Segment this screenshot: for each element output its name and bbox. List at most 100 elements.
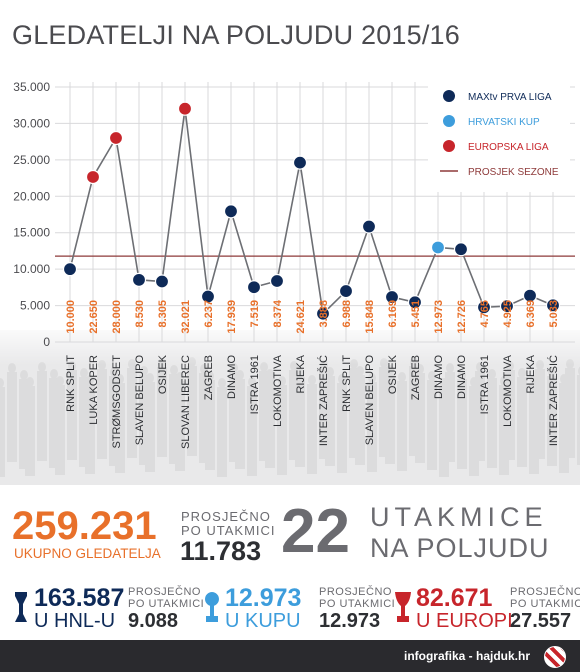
value-label: 7.519 [249,300,261,328]
competition-average-value: 12.973 [319,610,381,632]
x-axis-label-group: SLAVEN BELUPO 15.848 [364,300,376,445]
team-label: INTER ZAPREŠIĆ [317,355,330,446]
x-axis-label-group: RNK SPLIT 6.988 [341,300,353,412]
legend-dot-swatch [443,140,455,152]
value-label: 32.021 [180,300,192,334]
data-point [545,298,561,313]
x-axis-label-group: OSIJEK 6.169 [387,300,399,394]
x-axis-label-group: ZAGREB 6.237 [203,300,215,400]
y-tick-label: 25.000 [13,153,50,167]
data-points [62,101,561,321]
value-label: 8.530 [134,300,146,328]
value-label: 4.765 [479,300,491,328]
x-axis-label-group: RIJEKA 24.621 [295,300,307,394]
data-point [85,169,101,185]
competition-average-value: 9.088 [128,610,179,632]
x-axis-label-group: INTER ZAPREŠIĆ 3.888 [317,300,330,446]
team-label: ISTRA 1961 [249,355,261,414]
team-label: RNK SPLIT [65,355,77,412]
page-title: GLEDATELJI NA POLJUDU 2015/16 [12,20,460,50]
data-point [177,101,193,116]
footer: infografika - hajduk.hr [0,640,580,672]
team-label: STRØMSGODSET [111,355,123,449]
data-point [361,219,377,234]
data-point [131,272,147,287]
x-axis-label-group: SLOVAN LIBEREC 32.021 [180,300,192,449]
crowd-silhouette [0,320,580,485]
total-attendance-value: 259.231 [12,504,157,548]
team-label: RIJEKA [295,354,307,393]
value-label: 24.621 [295,300,307,334]
overall-average-label-1: PROSJEČNO [181,509,271,524]
y-axis: 35.000 30.000 25.000 20.000 15.000 10.000 5.00… [13,80,50,349]
x-axis-label-group: LUKA KOPER 22.650 [88,300,100,425]
y-tick-label: 5.000 [20,299,50,313]
competition-block: 82.671 U EUROPI PROSJEČNO PO UTAKMICI 27.557 [394,584,580,634]
legend-label: HRVATSKI KUP [468,117,540,128]
total-attendance-label: UKUPNO GLEDATELJA [14,546,161,561]
x-axis-label-group: SLAVEN BELUPO 8.530 [134,300,146,445]
data-point [246,280,262,295]
value-label: 6.169 [387,300,399,328]
value-label: 6.369 [525,300,537,328]
team-label: ZAGREB [410,355,422,400]
team-label: INTER ZAPREŠIĆ [547,355,560,446]
value-label: 6.988 [341,300,353,328]
team-label: ISTRA 1961 [479,355,491,414]
value-label: 5.033 [548,300,560,328]
data-point [499,299,515,314]
value-label: 17.939 [226,300,238,334]
competition-average-label-2: PO UTAKMICI [128,598,205,610]
value-label: 10.000 [65,300,77,334]
data-point [338,283,354,299]
competition-label: U HNL-U [34,610,116,632]
value-label: 8.374 [272,299,284,327]
competition-total: 12.973 [225,584,302,612]
data-point [315,306,331,321]
x-axis-label-group: RIJEKA 6.369 [525,300,537,394]
value-label: 12.973 [433,300,445,334]
legend-dot-swatch [443,90,455,102]
x-axis-label-group: DINAMO 12.726 [456,300,468,399]
team-label: OSIJEK [387,354,399,394]
team-label: LOKOMOTIVA [502,354,514,427]
competition-total: 163.587 [34,584,125,612]
team-label: ZAGREB [203,355,215,400]
competition-average-label-1: PROSJEČNO [128,586,201,598]
data-point [453,242,469,257]
legend-label: PROSJEK SEZONE [468,167,559,178]
legend-label: MAXtv PRVA LIGA [468,92,552,103]
x-axis-label-group: OSIJEK 8.305 [157,300,169,394]
team-label: SLAVEN BELUPO [364,355,376,446]
data-point [62,262,78,277]
data-point [200,289,216,304]
legend-label: EUROPSKA LIGA [468,142,549,153]
value-label: 4.925 [502,300,514,328]
data-point [269,273,285,289]
data-point [407,295,423,310]
x-axis-label-group: DINAMO 12.973 [433,300,445,399]
attendance-series-line [69,108,554,316]
value-label: 6.237 [203,300,215,328]
x-axis-label-group: INTER ZAPREŠIĆ 5.033 [547,300,560,446]
competition-block: 12.973 U KUPU PROSJEČNO PO UTAKMICI 12.973 [203,584,395,634]
team-label: LUKA KOPER [88,355,100,425]
competition-block: 163.587 U HNL-U PROSJEČNO PO UTAKMICI 9.088 [12,584,204,634]
team-label: OSIJEK [157,354,169,394]
competition-average-label-2: PO UTAKMICI [319,598,396,610]
y-tick-label: 10.000 [13,262,50,276]
competition-label: U EUROPI [416,610,513,632]
team-label: SLOVAN LIBEREC [180,355,192,449]
competition-average-label-2: PO UTAKMICI [510,598,580,610]
data-point [522,288,538,303]
y-tick-label: 20.000 [13,189,50,203]
value-label: 15.848 [364,300,376,334]
data-point [384,289,400,305]
value-label: 12.726 [456,300,468,334]
overall-average-label-2: PO UTAKMICI [181,523,276,538]
hajduk-crest-icon [544,646,566,668]
overall-average-value: 11.783 [180,536,262,566]
value-label: 5.451 [410,300,422,328]
value-label: 22.650 [88,300,100,334]
